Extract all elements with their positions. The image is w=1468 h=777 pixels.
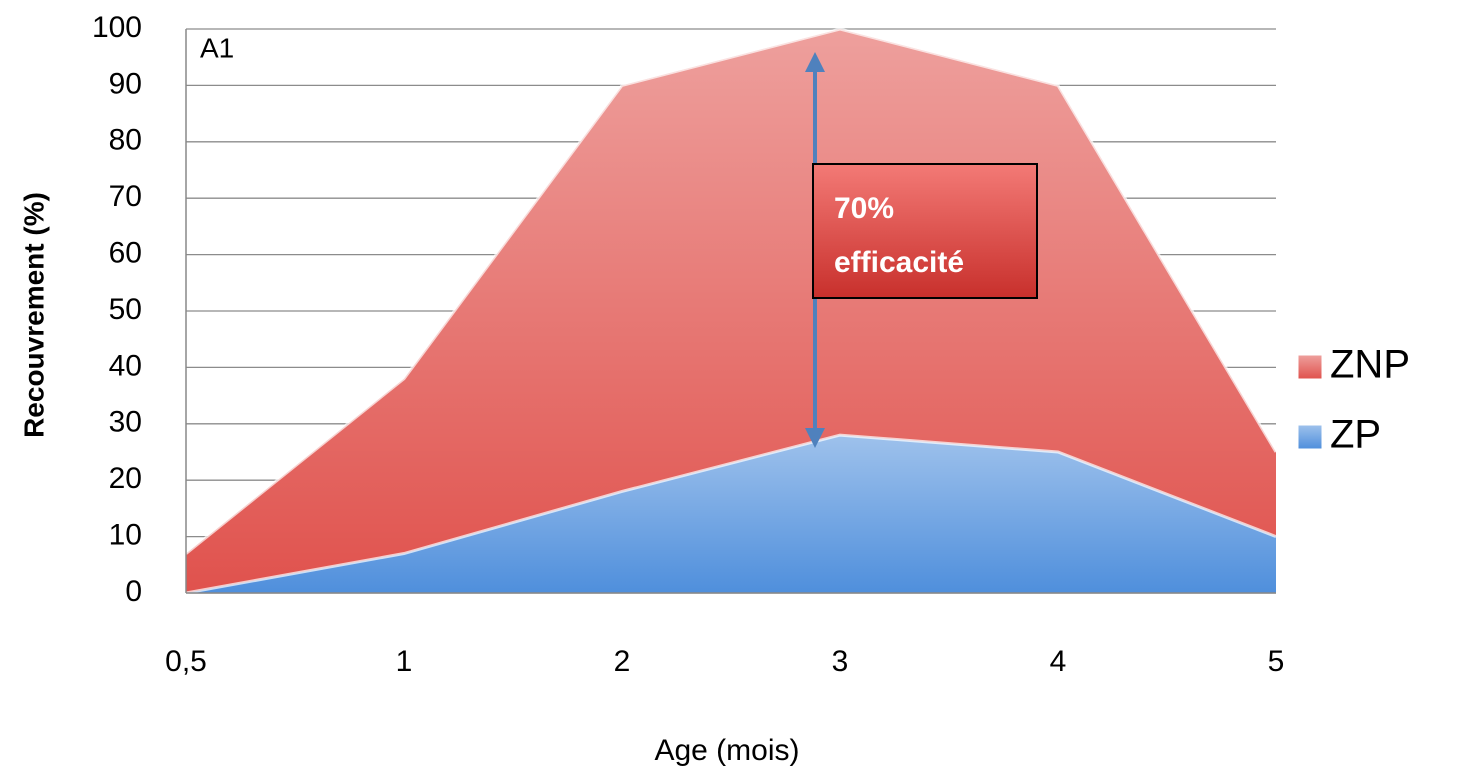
y-tick-label: 20 (109, 462, 142, 495)
x-tick-label: 1 (396, 645, 413, 678)
y-tick-label: 0 (125, 575, 142, 608)
legend-label: ZP (1330, 413, 1381, 457)
annotation: 70% (834, 192, 894, 225)
legend-label: ZNP (1330, 343, 1410, 387)
y-tick-label: 80 (109, 124, 142, 157)
legend-swatch-shine (1298, 425, 1322, 449)
x-tick-label: 2 (614, 645, 631, 678)
y-tick-label: 10 (109, 519, 142, 552)
area-edge (185, 27, 1278, 555)
y-axis-title: Recouvrement (%) (18, 192, 49, 438)
x-tick-label: 3 (832, 645, 849, 678)
y-tick-label: 100 (92, 11, 142, 44)
x-tick-label: 0,5 (165, 645, 207, 678)
annotation: efficacité (834, 246, 964, 279)
y-tick-label: 70 (109, 180, 142, 213)
annotation-box (812, 163, 1038, 299)
y-tick-label: 50 (109, 293, 142, 326)
legend-swatch-shine (1298, 355, 1322, 379)
area-edge (185, 433, 1277, 595)
x-tick-label: 5 (1268, 645, 1285, 678)
x-axis-title: Age (mois) (654, 734, 799, 767)
panel-label: A1 (200, 32, 234, 63)
x-tick-label: 4 (1050, 645, 1067, 678)
y-tick-label: 30 (109, 406, 142, 439)
y-tick-label: 90 (109, 67, 142, 100)
y-tick-label: 60 (109, 237, 142, 270)
area-shine (186, 435, 1276, 593)
y-tick-label: 40 (109, 349, 142, 382)
